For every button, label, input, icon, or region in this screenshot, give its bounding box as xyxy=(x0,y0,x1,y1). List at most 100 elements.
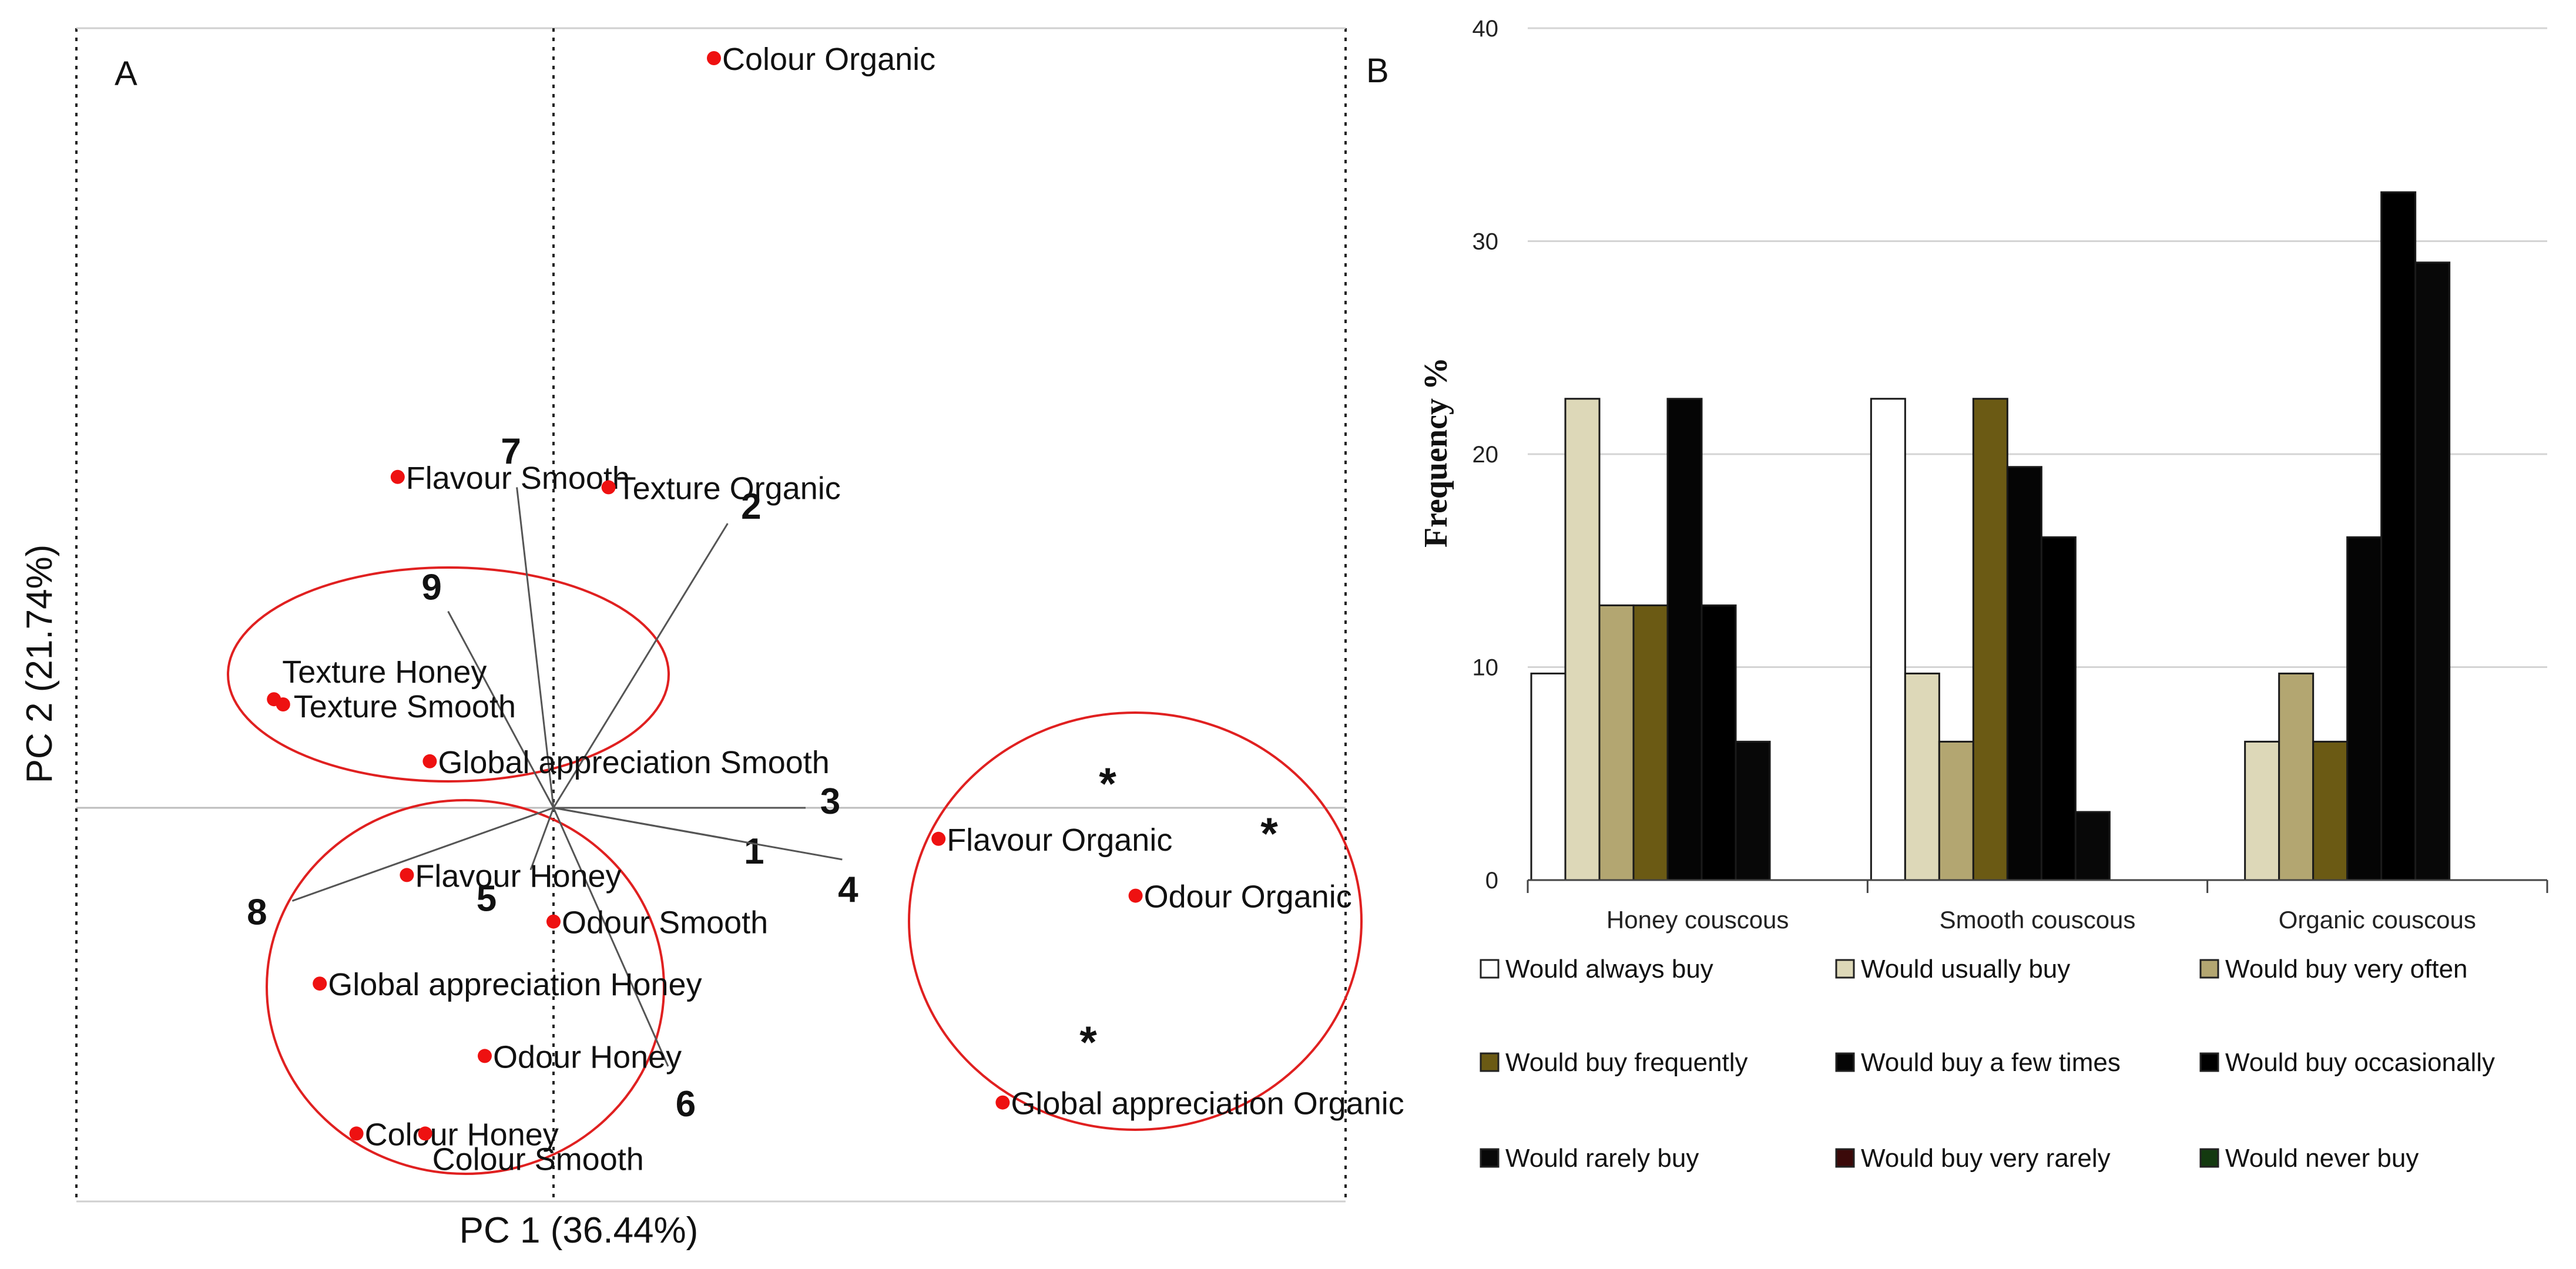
sample-point xyxy=(276,697,290,711)
y-tick-label: 30 xyxy=(1473,229,1499,255)
legend-label: Would buy very often xyxy=(2225,955,2468,983)
sample-point xyxy=(601,480,616,495)
category-label: Honey couscous xyxy=(1606,906,1789,934)
y-tick-label: 0 xyxy=(1485,868,1498,894)
loading-label: 7 xyxy=(501,431,521,472)
sample-point-label: Texture Organic xyxy=(617,471,841,506)
y-tick-label: 20 xyxy=(1473,442,1499,468)
x-axis-label: PC 1 (36.44%) xyxy=(459,1210,699,1251)
bar xyxy=(2040,536,2077,881)
sample-point-label: Flavour Smooth xyxy=(406,461,630,496)
cluster-ellipse-top xyxy=(227,566,670,783)
loading-vector xyxy=(447,610,555,808)
cluster-ellipse-bottom xyxy=(266,799,665,1175)
panel-a: A PC 1 (36.44%) PC 2 (21.74%) 123456789 … xyxy=(19,27,1404,1251)
asterisk-annotation: * xyxy=(1079,1018,1097,1067)
loading-label: 3 xyxy=(820,781,840,822)
legend-label: Would never buy xyxy=(2225,1144,2419,1173)
sample-point-label: Texture Smooth xyxy=(294,689,516,724)
legend-swatch xyxy=(2199,959,2219,979)
legend-swatch xyxy=(1835,1052,1855,1072)
bar xyxy=(1870,398,1906,881)
legend-swatch xyxy=(1480,959,1500,979)
legend-swatch xyxy=(1480,1052,1500,1072)
sample-point xyxy=(931,831,946,846)
legend-label: Would always buy xyxy=(1505,955,1713,983)
sample-point-label: Colour Organic xyxy=(722,42,935,77)
panel-a-label: A xyxy=(115,55,137,93)
sample-point-label: Texture Honey xyxy=(282,654,487,690)
loading-label: 4 xyxy=(838,870,858,910)
panel-b-label: B xyxy=(1366,52,1389,90)
cluster-ellipse-right xyxy=(908,711,1363,1131)
legend-swatch xyxy=(1835,959,1855,979)
legend-label: Would buy a few times xyxy=(1861,1048,2121,1077)
loading-vectors: 1 2 3 4 5 6 7 8 9 xyxy=(247,431,858,1124)
sample-point-label: Flavour Honey xyxy=(415,858,621,894)
bar xyxy=(1938,740,1974,881)
sample-point xyxy=(349,1126,364,1141)
bar xyxy=(1904,672,1940,881)
sample-point xyxy=(400,868,414,882)
sample-point-label: Global appreciation Smooth xyxy=(438,745,829,780)
loading-vector xyxy=(552,523,729,808)
sample-point-label: Colour Smooth xyxy=(432,1142,644,1177)
loading-vector xyxy=(553,807,843,861)
sample-point xyxy=(422,754,437,768)
y-tick-label: 40 xyxy=(1473,16,1499,42)
legend-label: Would buy very rarely xyxy=(1861,1144,2111,1173)
bar xyxy=(1564,398,1601,881)
bar xyxy=(1666,398,1703,881)
bar xyxy=(1598,604,1635,881)
bar xyxy=(2414,261,2451,881)
y-axis-title: Frequency % xyxy=(1418,357,1454,548)
legend: Would always buy Would usually buy Would b… xyxy=(1480,955,2495,1173)
category-label: Organic couscous xyxy=(2279,906,2476,934)
asterisk-annotation: * xyxy=(1099,759,1116,809)
bar xyxy=(1530,672,1567,881)
loading-vector xyxy=(291,807,554,902)
loading-label: 5 xyxy=(477,879,497,919)
legend-label: Would usually buy xyxy=(1861,955,2070,983)
loading-vector xyxy=(552,807,669,1067)
category-label: Smooth couscous xyxy=(1940,906,2136,934)
bars xyxy=(1530,191,2451,881)
y-tick-label: 10 xyxy=(1473,655,1499,681)
bar xyxy=(2278,672,2315,881)
bar xyxy=(1632,604,1669,881)
legend-label: Would rarely buy xyxy=(1505,1144,1699,1173)
bar xyxy=(1735,740,1771,881)
legend-swatch xyxy=(1480,1148,1500,1168)
legend-swatch xyxy=(2199,1148,2219,1168)
bar xyxy=(2006,466,2042,881)
legend-swatch xyxy=(2199,1052,2219,1072)
legend-swatch xyxy=(1835,1148,1855,1168)
bar xyxy=(1700,604,1737,881)
sample-point-label: Flavour Organic xyxy=(947,822,1172,858)
sample-point xyxy=(478,1049,492,1063)
sample-point xyxy=(546,914,561,929)
loading-label: 2 xyxy=(741,486,761,527)
loading-label: 6 xyxy=(676,1084,696,1124)
sample-point xyxy=(418,1126,432,1141)
legend-label: Would buy occasionally xyxy=(2225,1048,2495,1077)
panel-b: B Frequency % 0 10 20 30 40 Honey couscous Sm… xyxy=(1366,16,2548,1173)
bar xyxy=(2074,811,2111,881)
bar xyxy=(1972,398,2008,881)
sample-point-label: Global appreciation Organic xyxy=(1011,1086,1404,1122)
sample-point-label: Odour Smooth xyxy=(562,905,768,941)
bar xyxy=(2380,191,2417,881)
sample-point xyxy=(707,51,721,65)
loading-vector xyxy=(529,807,555,871)
category-axis: Honey couscous Smooth couscous Organic cou… xyxy=(1527,879,2548,934)
loading-label: 9 xyxy=(421,568,441,608)
loading-vector xyxy=(516,487,555,808)
sample-point-label: Odour Honey xyxy=(493,1039,682,1075)
sample-point-label: Odour Organic xyxy=(1144,879,1352,915)
sample-point xyxy=(1128,888,1143,903)
sample-point xyxy=(313,976,327,991)
loading-label: 8 xyxy=(247,892,267,932)
bar xyxy=(2312,740,2349,881)
sample-point-label: Global appreciation Honey xyxy=(328,967,702,1002)
